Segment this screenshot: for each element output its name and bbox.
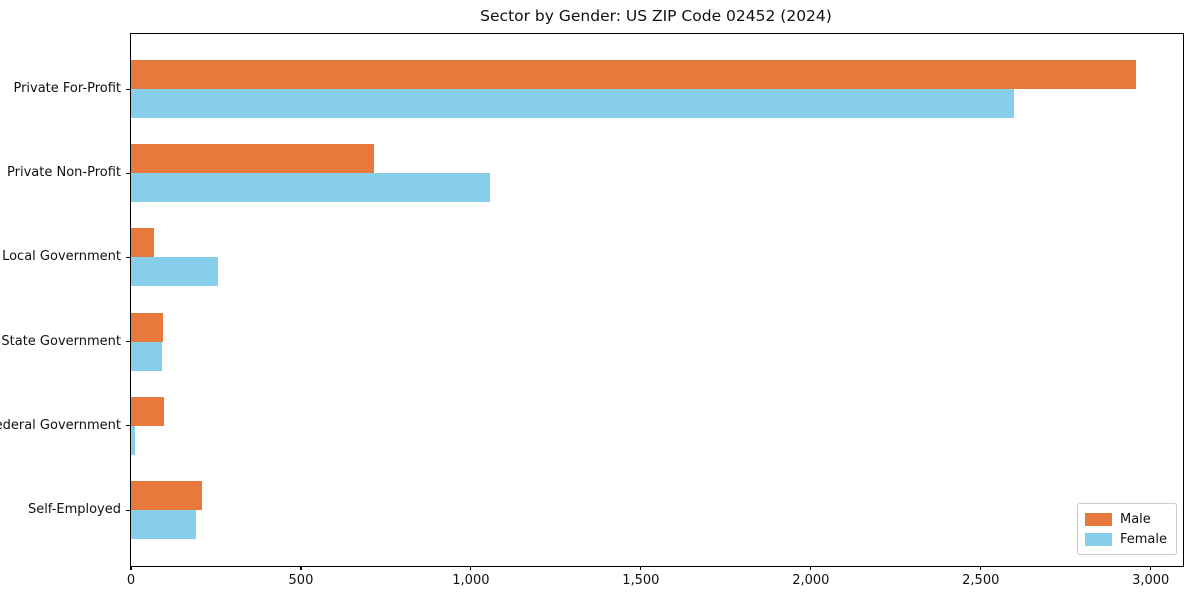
x-tick-label: 500 bbox=[288, 573, 314, 588]
bar-male-federal-government bbox=[131, 396, 164, 426]
y-tick-mark bbox=[126, 425, 130, 427]
legend: Male Female bbox=[1076, 503, 1177, 555]
female-legend-swatch bbox=[1084, 532, 1112, 546]
bar-female-federal-government bbox=[131, 425, 136, 455]
x-tick-label: 1,500 bbox=[622, 573, 660, 588]
x-tick-label: 0 bbox=[126, 573, 136, 588]
y-tick-mark bbox=[126, 509, 130, 511]
y-tick-label: Private For-Profit bbox=[13, 81, 121, 96]
x-tick-label: 3,000 bbox=[1132, 573, 1170, 588]
legend-entry-female: Female bbox=[1084, 529, 1167, 549]
y-tick-mark bbox=[126, 341, 130, 343]
x-tick-mark bbox=[470, 566, 472, 570]
y-tick-label: Self-Employed bbox=[27, 502, 121, 517]
x-tick-mark bbox=[640, 566, 642, 570]
bar-female-state-government bbox=[131, 341, 163, 371]
bar-male-private-for-profit bbox=[131, 60, 1136, 89]
y-tick-mark bbox=[126, 256, 130, 259]
legend-entry-male: Male bbox=[1084, 509, 1167, 529]
y-tick-label: Federal Government bbox=[0, 417, 121, 433]
y-tick-mark bbox=[126, 172, 130, 174]
x-tick-mark bbox=[300, 566, 302, 570]
bar-male-local-government bbox=[131, 228, 155, 258]
y-tick-label: Private Non-Profit bbox=[7, 165, 121, 181]
x-tick-mark bbox=[980, 566, 982, 570]
legend-label-male: Male bbox=[1119, 511, 1151, 527]
x-tick-mark bbox=[130, 566, 132, 570]
y-tick-label: State Government bbox=[1, 333, 121, 349]
bar-male-self-employed bbox=[131, 481, 203, 510]
bar-female-private-non-profit bbox=[131, 173, 490, 203]
bar-male-state-government bbox=[131, 312, 164, 342]
chart-title: Sector by Gender: US ZIP Code 02452 (202… bbox=[480, 7, 832, 25]
plot-area: Private For-Profit Private Non-Profit Loca… bbox=[0, 33, 1184, 588]
legend-label-female: Female bbox=[1119, 531, 1167, 547]
male-legend-swatch bbox=[1084, 512, 1112, 526]
bar-female-self-employed bbox=[131, 510, 196, 539]
x-tick-label: 1,000 bbox=[452, 573, 490, 588]
bar-female-private-for-profit bbox=[131, 89, 1015, 118]
bar-female-local-government bbox=[131, 257, 218, 287]
bar-male-private-non-profit bbox=[131, 144, 375, 174]
x-tick-label: 2,000 bbox=[792, 573, 830, 588]
x-tick-label: 2,500 bbox=[962, 573, 1000, 588]
x-tick-mark bbox=[810, 566, 812, 570]
x-tick-mark bbox=[1150, 566, 1152, 570]
y-tick-mark bbox=[126, 88, 130, 90]
y-tick-label: Local Government bbox=[2, 249, 121, 265]
